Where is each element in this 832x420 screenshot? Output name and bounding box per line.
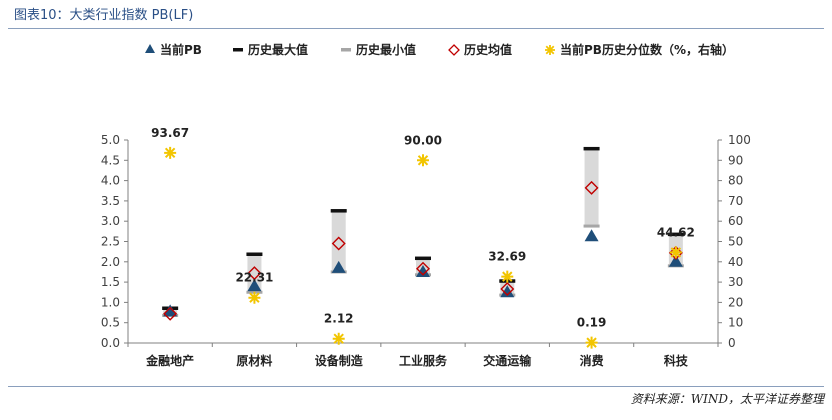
source-note: 资料来源：WIND，太平洋证券整理 [630, 392, 824, 406]
legend-label: 当前PB历史分位数（%，右轴） [560, 42, 734, 57]
mean-marker [584, 180, 599, 195]
left-tick-label: 4.5 [101, 153, 120, 167]
max-marker [667, 232, 684, 237]
range-bar [584, 148, 599, 227]
right-tick-label: 30 [728, 275, 743, 289]
percentile-data-label: 22.31 [235, 271, 273, 285]
mean-marker [247, 266, 262, 281]
percentile-marker [669, 246, 682, 259]
legend-label: 历史最大值 [248, 42, 308, 57]
right-tick-label: 40 [728, 255, 743, 269]
percentile-data-label: 0.19 [577, 316, 607, 330]
current-pb-marker [668, 254, 683, 267]
left-tick-label: 3.0 [101, 214, 120, 228]
legend-item: 当前PB [145, 42, 202, 57]
left-tick-label: 1.0 [101, 295, 120, 309]
right-tick-label: 100 [728, 133, 751, 147]
percentile-marker [248, 291, 261, 304]
chart-marks: 93.67 22.31 2.12 90.00 32.69 0.19 44.62 [151, 126, 695, 349]
percentile-marker [585, 336, 598, 349]
left-tick-label: 1.5 [101, 275, 120, 289]
right-tick-label: 60 [728, 214, 743, 228]
percentile-marker [332, 332, 345, 345]
right-tick-label: 50 [728, 235, 743, 249]
legend-diamond-icon [448, 44, 460, 56]
right-tick-label: 10 [728, 316, 743, 330]
legend-star-icon [545, 45, 555, 55]
max-marker [415, 256, 431, 261]
legend-item: 历史最小值 [341, 42, 416, 57]
left-tick-label: 2.0 [101, 255, 120, 269]
mean-marker [163, 306, 178, 321]
percentile-data-label: 2.12 [324, 312, 354, 326]
category-label: 交通运输 [483, 353, 532, 368]
legend-item: 历史均值 [448, 42, 512, 57]
legend-label: 历史均值 [464, 42, 512, 57]
legend-item: 当前PB历史分位数（%，右轴） [545, 42, 734, 57]
range-bar [331, 211, 346, 272]
legend-label: 历史最小值 [356, 42, 416, 57]
percentile-data-label: 32.69 [488, 250, 526, 264]
pb-range-chart: 当前PB 历史最大值 历史最小值 历史均值 当前PB历史分位数（%，右轴） 0.0 0.5… [101, 42, 751, 368]
percentile-marker [164, 146, 177, 159]
percentile-marker [417, 154, 429, 167]
current-pb-marker [331, 260, 346, 273]
legend-dash-icon [233, 48, 243, 52]
left-tick-label: 2.5 [101, 235, 120, 249]
source-rule [8, 386, 824, 387]
category-label: 科技 [664, 353, 689, 368]
current-pb-marker [247, 279, 262, 292]
current-pb-marker [500, 285, 515, 298]
mean-marker [331, 236, 346, 251]
mean-marker [668, 245, 683, 260]
percentile-data-label: 44.62 [657, 225, 695, 239]
category-label: 金融地产 [145, 353, 194, 368]
min-marker [583, 224, 600, 228]
category-label: 消费 [580, 353, 604, 368]
left-tick-label: 0.0 [101, 336, 120, 350]
left-tick-label: 4.0 [101, 174, 120, 188]
max-marker [246, 252, 263, 256]
category-label: 原材料 [236, 353, 272, 368]
current-pb-marker [584, 229, 599, 242]
caption-rule [8, 28, 824, 29]
legend-dash-icon [341, 48, 351, 52]
right-tick-label: 90 [728, 153, 743, 167]
right-tick-label: 70 [728, 194, 743, 208]
left-tick-label: 0.5 [101, 316, 120, 330]
percentile-data-label: 93.67 [151, 126, 189, 140]
mean-marker [500, 282, 515, 296]
current-pb-marker [416, 264, 430, 277]
right-tick-label: 80 [728, 174, 743, 188]
percentile-data-label: 90.00 [404, 133, 442, 147]
max-marker [330, 209, 347, 213]
current-pb-marker [163, 304, 178, 317]
left-tick-label: 5.0 [101, 133, 120, 147]
mean-marker [416, 261, 430, 276]
max-marker [583, 146, 600, 151]
percentile-marker [501, 270, 514, 283]
figure-caption: 图表10：大类行业指数 PB(LF) [14, 8, 194, 23]
range-bar [247, 254, 262, 293]
left-tick-label: 3.5 [101, 194, 120, 208]
legend-triangle-icon [145, 44, 155, 53]
category-label: 工业服务 [399, 353, 448, 368]
legend-item: 历史最大值 [233, 42, 308, 57]
legend-label: 当前PB [160, 42, 202, 57]
right-tick-label: 20 [728, 295, 743, 309]
category-label: 设备制造 [315, 353, 364, 368]
chart-legend: 当前PB 历史最大值 历史最小值 历史均值 当前PB历史分位数（%，右轴） [145, 42, 734, 57]
right-tick-label: 0 [728, 336, 736, 350]
chart-axes: 0.0 0.5 1.0 1.5 2.0 2.5 3.0 3.5 4.0 4.5 5.0 0 10 20 30… [101, 133, 751, 368]
